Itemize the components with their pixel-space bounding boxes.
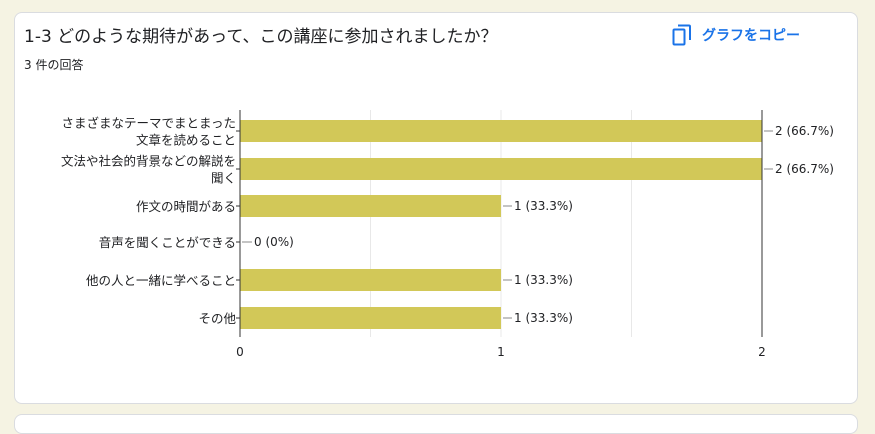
data-label: 2 (66.7%) bbox=[775, 162, 834, 176]
x-tick-label: 2 bbox=[758, 345, 766, 359]
category-label: 音声を聞くことができる bbox=[99, 235, 236, 250]
category-label: 他の人と一緒に学べること bbox=[86, 273, 236, 288]
data-label: 1 (33.3%) bbox=[514, 311, 573, 325]
bar bbox=[240, 307, 501, 329]
x-tick-label: 0 bbox=[236, 345, 244, 359]
category-label: 聞く bbox=[211, 171, 236, 186]
bar bbox=[240, 158, 762, 180]
bar bbox=[240, 269, 501, 291]
bar bbox=[240, 120, 762, 142]
data-label: 1 (33.3%) bbox=[514, 199, 573, 213]
category-label: その他 bbox=[198, 311, 236, 326]
data-label: 0 (0%) bbox=[254, 235, 294, 249]
bar bbox=[240, 195, 501, 217]
category-label: 作文の時間がある bbox=[136, 199, 236, 214]
category-label: 文章を読めること bbox=[136, 133, 236, 148]
x-tick-label: 1 bbox=[497, 345, 505, 359]
question-title: 1-3 どのような期待があって、この講座に参加されましたか？ bbox=[24, 27, 498, 47]
response-count: 3 件の回答 bbox=[24, 58, 84, 72]
category-label: さまざまなテーマでまとまった bbox=[61, 116, 236, 131]
category-label: 文法や社会的背景などの解説を bbox=[61, 154, 236, 169]
copy-chart-label: グラフをコピー bbox=[702, 28, 800, 44]
data-label: 1 (33.3%) bbox=[514, 273, 573, 287]
copy-icon bbox=[672, 24, 692, 46]
data-label: 2 (66.7%) bbox=[775, 124, 834, 138]
copy-chart-button[interactable]: グラフをコピー bbox=[668, 20, 804, 50]
